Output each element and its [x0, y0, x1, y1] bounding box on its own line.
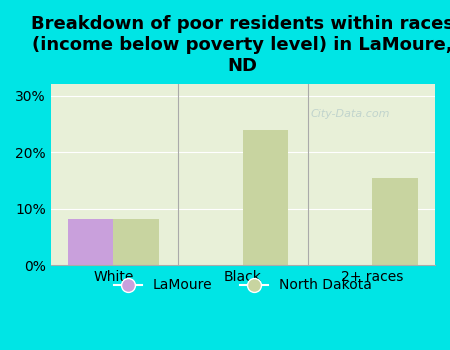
- Legend: LaMoure, North Dakota: LaMoure, North Dakota: [108, 273, 378, 298]
- Text: City-Data.com: City-Data.com: [310, 109, 390, 119]
- Title: Breakdown of poor residents within races
(income below poverty level) in LaMoure: Breakdown of poor residents within races…: [32, 15, 450, 75]
- Bar: [372, 178, 418, 265]
- Bar: [243, 130, 288, 265]
- Bar: [113, 219, 159, 265]
- Bar: [68, 219, 113, 265]
